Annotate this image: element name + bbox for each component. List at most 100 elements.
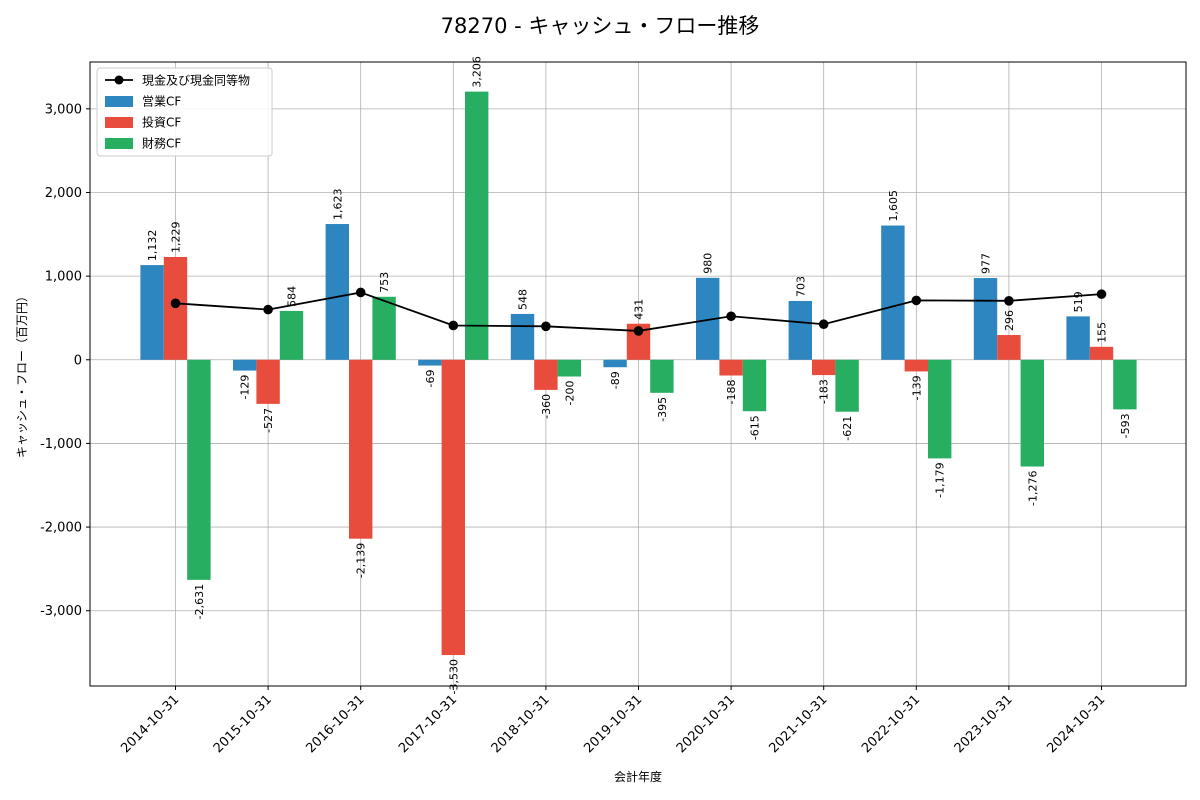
bar — [973, 278, 998, 360]
bar-value-label: 3,206 — [471, 56, 484, 88]
y-tick-label: 2,000 — [45, 186, 82, 201]
bar — [349, 359, 373, 539]
bar-value-label: 1,132 — [146, 230, 159, 262]
bar — [626, 323, 651, 360]
bar-value-label: 1,229 — [170, 221, 183, 253]
y-tick-label: 0 — [74, 353, 82, 368]
bar — [534, 359, 558, 390]
bar — [742, 359, 767, 412]
bar — [187, 359, 211, 580]
legend-label: 営業CF — [142, 95, 181, 109]
cash-line — [170, 287, 1107, 336]
cash-line-point — [263, 304, 273, 315]
bar — [812, 359, 836, 376]
bar-value-label: -129 — [239, 375, 252, 400]
bar-value-label: 584 — [286, 286, 299, 307]
bar — [325, 224, 349, 360]
bar-value-label: -2,631 — [193, 584, 206, 619]
bar-value-label: -1,276 — [1026, 471, 1039, 506]
bar-value-label: 155 — [1096, 322, 1109, 343]
bar — [1020, 359, 1044, 467]
bar-value-label: 753 — [378, 272, 391, 293]
bar — [510, 313, 535, 360]
legend-label: 現金及び現金同等物 — [142, 73, 250, 88]
bar — [696, 277, 720, 360]
legend-label: 投資CF — [142, 115, 181, 130]
x-tick-label: 2020-10-31 — [674, 692, 738, 756]
x-tick-label: 2017-10-31 — [396, 692, 460, 756]
bar — [372, 296, 396, 360]
y-axis-label: キャッシュ・フロー（百万円） — [15, 290, 29, 458]
bar — [256, 359, 280, 404]
bar-value-label: 980 — [702, 253, 715, 274]
y-tick-label: -3,000 — [40, 604, 82, 619]
bar — [603, 359, 627, 368]
bar — [719, 359, 743, 376]
x-tick-label: 2019-10-31 — [581, 692, 645, 756]
bar-value-label: -139 — [910, 375, 923, 400]
cash-line-point — [541, 321, 551, 332]
bar-value-label: -69 — [424, 370, 437, 388]
bar — [904, 359, 928, 372]
bar — [279, 310, 304, 360]
bar — [465, 91, 489, 360]
cash-line-point — [448, 320, 459, 331]
x-tick-label: 2015-10-31 — [211, 692, 275, 756]
cash-line-point — [1004, 296, 1014, 306]
bar — [163, 256, 188, 360]
bar-value-label: -89 — [609, 371, 622, 389]
bar-value-label: -188 — [725, 380, 738, 405]
x-axis: 2014-10-31 2015-10-31 2016-10-31 2017-10-31… — [118, 686, 1108, 756]
bar-value-label: 431 — [633, 299, 646, 320]
cash-line-point — [355, 287, 366, 298]
legend-swatch — [105, 117, 133, 128]
legend-swatch — [105, 96, 133, 107]
bar — [928, 359, 952, 459]
bar-value-label: -1,179 — [934, 462, 947, 497]
bar — [788, 300, 812, 360]
bar-value-label: 977 — [980, 253, 993, 274]
y-tick-label: -1,000 — [40, 437, 82, 452]
bar — [650, 359, 674, 393]
bar-value-label: -527 — [262, 408, 275, 433]
x-axis-label: 会計年度 — [614, 769, 662, 784]
bar — [997, 335, 1021, 360]
bar-value-label: 1,623 — [331, 189, 344, 221]
chart-title: 78270 - キャッシュ・フロー推移 — [441, 14, 760, 38]
y-tick-label: 3,000 — [45, 102, 82, 117]
bar-value-label: -593 — [1119, 413, 1132, 438]
x-tick-label: 2023-10-31 — [952, 692, 1016, 756]
bar-value-label: -615 — [749, 415, 762, 440]
bar — [557, 359, 581, 377]
bar-labels: 1,132 -129 1,623 -69 548 -89 980 703 1,605 977 519… — [146, 56, 1132, 694]
bar-value-label: -200 — [563, 381, 576, 406]
bar-value-label: 519 — [1072, 291, 1085, 312]
bar-value-label: 296 — [1003, 310, 1016, 331]
x-tick-label: 2016-10-31 — [303, 692, 367, 756]
cash-line-point — [911, 295, 922, 306]
bar — [418, 359, 442, 366]
cash-line-point — [726, 311, 736, 322]
y-tick-label: 1,000 — [45, 270, 82, 285]
x-tick-label: 2021-10-31 — [766, 692, 830, 756]
x-tick-label: 2018-10-31 — [489, 692, 553, 756]
bar-value-label: -183 — [818, 379, 831, 404]
x-tick-label: 2014-10-31 — [118, 692, 182, 756]
bar — [1113, 359, 1137, 410]
legend-marker — [114, 75, 124, 85]
bar-value-label: -360 — [540, 394, 553, 419]
bar-value-label: -395 — [656, 397, 669, 422]
cash-line-point — [633, 326, 644, 336]
bar-value-label: 548 — [517, 289, 530, 310]
bar-value-label: 1,605 — [887, 190, 900, 222]
legend-label: 財務CF — [142, 136, 181, 151]
legend-box — [96, 67, 273, 157]
y-tick-label: -2,000 — [40, 521, 82, 536]
bar — [441, 359, 465, 656]
x-tick-label: 2024-10-31 — [1044, 692, 1108, 756]
bar — [1089, 346, 1114, 360]
x-tick-label: 2022-10-31 — [859, 692, 923, 756]
bar — [835, 359, 859, 412]
